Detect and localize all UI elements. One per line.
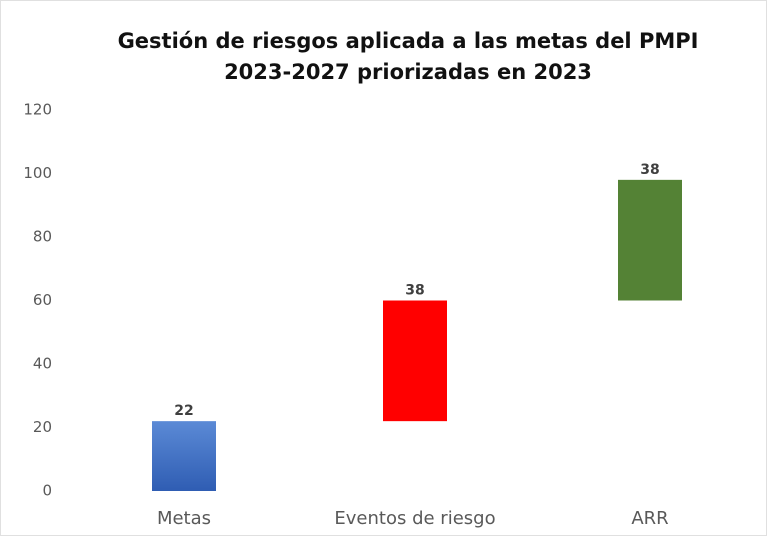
y-tick-label: 0 [42,482,52,500]
y-tick-label: 40 [33,355,52,373]
chart-title: 2023-2027 priorizadas en 2023 [224,60,592,84]
x-tick-label: Eventos de riesgo [334,508,495,529]
x-tick-label: ARR [631,508,668,529]
bar [152,421,216,491]
bar [618,179,682,301]
bar [383,300,447,422]
x-tick-label: Metas [157,508,211,529]
y-tick-label: 20 [33,418,52,436]
y-tick-label: 60 [33,291,52,309]
y-tick-label: 120 [23,101,52,119]
y-tick-label: 80 [33,228,52,246]
value-label: 38 [640,162,659,178]
chart-title: Gestión de riesgos aplicada a las metas … [118,29,699,53]
y-tick-label: 100 [23,164,52,182]
value-label: 22 [174,403,193,419]
value-label: 38 [405,283,424,299]
